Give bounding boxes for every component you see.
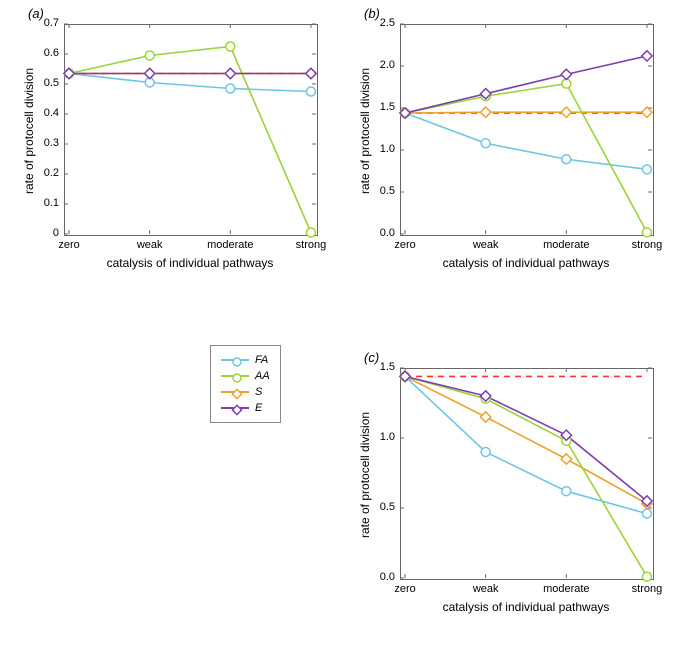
ylabel-c: rate of protocell division [358, 412, 372, 538]
ytick-label: 0.0 [380, 571, 395, 583]
legend: FA AA SE [210, 345, 281, 423]
legend-item-FA: FA [221, 352, 270, 368]
plot-svg-c [400, 368, 652, 578]
marker-AA-a [145, 51, 154, 60]
marker-S-c [481, 412, 491, 422]
series-line-FA-c [405, 376, 647, 513]
legend-item-S: S [221, 384, 270, 400]
ytick-label: 1.0 [380, 431, 395, 443]
marker-FA-c [562, 487, 571, 496]
ytick-label: 0.2 [44, 167, 59, 179]
plot-svg-a [64, 24, 316, 234]
ytick-label: 1.5 [380, 361, 395, 373]
marker-AA-a [226, 42, 235, 51]
ylabel-b: rate of protocell division [358, 68, 372, 194]
plot-svg-b [400, 24, 652, 234]
marker-E-a [225, 68, 235, 78]
marker-AA-c [642, 572, 651, 581]
marker-AA-b [642, 228, 651, 237]
legend-label-AA: AA [255, 370, 270, 382]
series-line-AA-b [405, 84, 647, 233]
series-line-FA-a [69, 74, 311, 92]
legend-label-FA: FA [255, 354, 268, 366]
marker-E-b [642, 51, 652, 61]
xtick-label: weak [473, 583, 499, 595]
panel-label-c: (c) [364, 350, 379, 365]
series-line-AA-c [405, 376, 647, 576]
xtick-label: zero [394, 239, 415, 251]
xtick-label: strong [296, 239, 327, 251]
xtick-label: moderate [543, 583, 589, 595]
xtick-label: weak [473, 239, 499, 251]
series-line-AA-a [69, 47, 311, 233]
ytick-label: 0.1 [44, 197, 59, 209]
marker-FA-a [226, 84, 235, 93]
legend-marker-S [231, 388, 239, 396]
marker-FA-a [306, 87, 315, 96]
xtick-label: strong [632, 583, 663, 595]
marker-S-b [642, 107, 652, 117]
series-line-S-c [405, 376, 647, 503]
panel-label-a: (a) [28, 6, 44, 21]
ytick-label: 2.0 [380, 59, 395, 71]
ytick-label: 0.4 [44, 107, 59, 119]
legend-item-AA: AA [221, 368, 270, 384]
figure: (a) 0 0.1 0.2 0.3 0.4 0.5 0.6 0.7 zero weak moderat… [0, 0, 684, 646]
xtick-label: zero [58, 239, 79, 251]
ytick-label: 0.7 [44, 17, 59, 29]
xtick-label: weak [137, 239, 163, 251]
xlabel-a: catalysis of individual pathways [100, 256, 280, 270]
legend-line-S [221, 391, 249, 393]
legend-label-E: E [255, 402, 262, 414]
ytick-label: 0.6 [44, 47, 59, 59]
marker-S-b [481, 107, 491, 117]
marker-S-c [561, 454, 571, 464]
series-line-E-b [405, 56, 647, 113]
legend-label-S: S [255, 386, 262, 398]
ytick-label: 0.5 [380, 185, 395, 197]
marker-FA-c [642, 509, 651, 518]
marker-FA-c [481, 448, 490, 457]
legend-item-E: E [221, 400, 270, 416]
legend-line-E [221, 407, 249, 409]
ytick-label: 2.5 [380, 17, 395, 29]
legend-marker-FA [231, 356, 239, 364]
marker-FA-b [562, 155, 571, 164]
legend-marker-AA [231, 372, 239, 380]
marker-S-b [561, 107, 571, 117]
xlabel-c: catalysis of individual pathways [436, 600, 616, 614]
xtick-label: strong [632, 239, 663, 251]
marker-FA-b [642, 165, 651, 174]
ytick-label: 0.5 [380, 501, 395, 513]
xlabel-b: catalysis of individual pathways [436, 256, 616, 270]
ytick-label: 0.3 [44, 137, 59, 149]
panel-label-b: (b) [364, 6, 380, 21]
legend-line-AA [221, 375, 249, 377]
ytick-label: 1.0 [380, 143, 395, 155]
xtick-label: moderate [207, 239, 253, 251]
marker-FA-b [481, 139, 490, 148]
ytick-label: 0.5 [44, 77, 59, 89]
legend-line-FA [221, 359, 249, 361]
ylabel-a: rate of protocell division [22, 68, 36, 194]
xtick-label: zero [394, 583, 415, 595]
marker-E-a [145, 68, 155, 78]
marker-AA-a [306, 228, 315, 237]
marker-E-b [561, 69, 571, 79]
marker-E-a [306, 68, 316, 78]
legend-marker-E [231, 404, 239, 412]
ytick-label: 0.0 [380, 227, 395, 239]
ytick-label: 1.5 [380, 101, 395, 113]
series-line-FA-b [405, 113, 647, 169]
xtick-label: moderate [543, 239, 589, 251]
ytick-label: 0 [53, 227, 59, 239]
series-line-S-b [405, 112, 647, 113]
